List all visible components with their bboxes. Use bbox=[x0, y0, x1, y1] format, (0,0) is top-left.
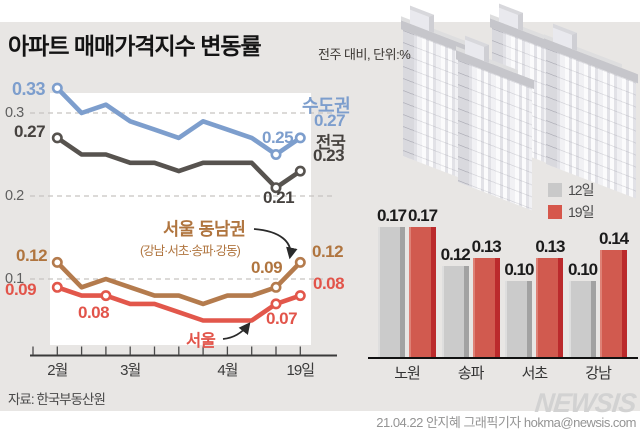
x-tick-label: 2월 bbox=[47, 362, 68, 379]
bar-value-19일-강남: 0.14 bbox=[599, 229, 629, 249]
value-label-southeast-end: 0.12 bbox=[312, 242, 344, 261]
bar-value-19일-송파: 0.13 bbox=[471, 236, 502, 256]
legend-item-19: 19일 bbox=[548, 203, 594, 220]
value-label-southeast-prev: 0.09 bbox=[251, 258, 283, 277]
credit-line: 21.04.22 안지혜 그래픽기자 hokma@newsis.com bbox=[376, 415, 636, 430]
bar-category-노원: 노원 bbox=[394, 365, 421, 382]
bar-12일-노원 bbox=[378, 227, 405, 358]
legend-label-12: 12일 bbox=[568, 181, 594, 198]
page-subtitle: 전주 대비, 단위:% bbox=[318, 47, 411, 62]
value-label-metro-end: 0.27 bbox=[314, 111, 346, 130]
bar-category-서초: 서초 bbox=[521, 365, 549, 382]
value-label-metro-prev: 0.25 bbox=[262, 128, 294, 147]
bar-19일-강남 bbox=[600, 250, 628, 358]
value-label-seoul-early: 0.08 bbox=[78, 303, 110, 322]
legend-swatch-red bbox=[548, 204, 562, 219]
building-side bbox=[546, 48, 557, 169]
building-side bbox=[458, 60, 469, 187]
y-axis-label: 0.2 bbox=[5, 188, 24, 204]
bar-value-19일-서초: 0.13 bbox=[535, 236, 565, 256]
legend-label-19: 19일 bbox=[568, 203, 594, 220]
series-label-southeast: 서울 동남권 bbox=[163, 219, 246, 239]
bar-19일-노원 bbox=[409, 227, 436, 358]
series-label-seoul: 서울 bbox=[186, 332, 216, 350]
page-title: 아파트 매매가격지수 변동률 bbox=[8, 33, 262, 59]
legend-item-12: 12일 bbox=[548, 181, 594, 198]
value-label-seoul-prev: 0.07 bbox=[266, 309, 298, 328]
value-label-national-start: 0.27 bbox=[14, 122, 46, 141]
value-label-southeast-start: 0.12 bbox=[16, 246, 48, 265]
bar-category-송파: 송파 bbox=[457, 365, 485, 382]
bar-12일-송파 bbox=[441, 265, 469, 358]
y-axis-label: 0.3 bbox=[5, 105, 24, 121]
bar-value-19일-노원: 0.17 bbox=[407, 206, 438, 226]
value-label-national-prev: 0.21 bbox=[263, 188, 295, 207]
x-tick-label: 3월 bbox=[120, 362, 141, 379]
x-tick-label: 19일 bbox=[286, 362, 316, 379]
y-axis-label: 0.1 bbox=[5, 271, 24, 287]
bar-12일-강남 bbox=[569, 281, 597, 358]
value-label-metro-start: 0.33 bbox=[12, 79, 46, 99]
bar-category-강남: 강남 bbox=[585, 365, 612, 382]
series-label-metro: 수도권 bbox=[302, 96, 351, 116]
bar-19일-서초 bbox=[536, 257, 564, 358]
series-label-national: 전국 bbox=[316, 134, 346, 152]
bar-value-12일-강남: 0.10 bbox=[568, 260, 598, 279]
bar-value-12일-서초: 0.10 bbox=[504, 260, 534, 279]
bar-chart-axis bbox=[368, 357, 638, 359]
bar-12일-서초 bbox=[505, 281, 533, 358]
bar-value-12일-송파: 0.12 bbox=[440, 244, 471, 264]
value-label-seoul-start: 0.09 bbox=[5, 280, 37, 299]
series-sublabel-southeast: (강남·서초·송파·강동) bbox=[140, 244, 241, 258]
source-note: 자료: 한국부동산원 bbox=[8, 392, 106, 407]
bar-19일-송파 bbox=[472, 257, 500, 358]
value-label-national-end: 0.23 bbox=[313, 146, 345, 165]
value-label-seoul-end: 0.08 bbox=[313, 274, 345, 293]
x-tick-label: 4월 bbox=[217, 362, 238, 379]
bar-value-12일-노원: 0.17 bbox=[376, 206, 407, 226]
legend-swatch-gray bbox=[548, 182, 562, 197]
